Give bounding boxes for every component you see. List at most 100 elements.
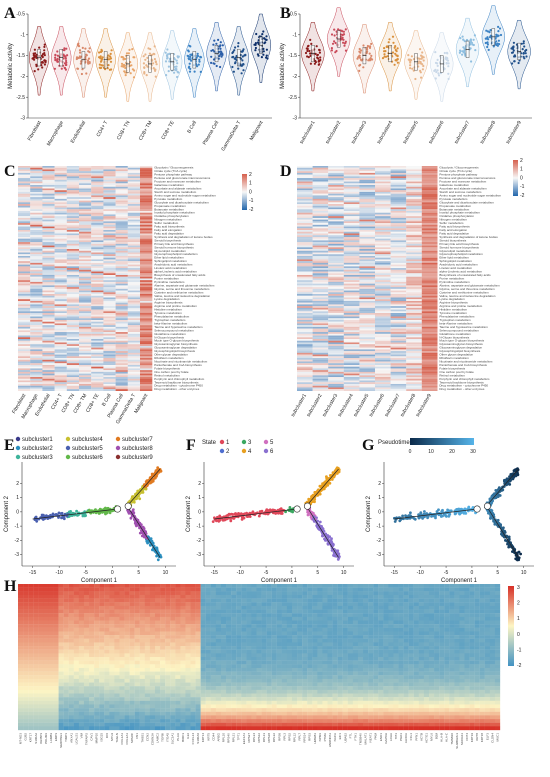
violin-point: [419, 48, 422, 51]
x-tick-label: -5: [83, 570, 88, 576]
heat-cell: [390, 230, 407, 232]
heat-cell: [103, 276, 116, 279]
heat-cell: [390, 290, 407, 293]
heat-cell: [115, 204, 128, 206]
heat-cell: [54, 197, 67, 199]
heat-cell: [54, 254, 67, 257]
violin-point: [87, 57, 91, 60]
heat-cell: [421, 313, 438, 315]
legend-swatch: [115, 436, 121, 442]
heat-cell: [42, 288, 55, 291]
heat-cell: [91, 212, 104, 215]
heat-cell: [54, 188, 67, 191]
heat-cell: [140, 210, 153, 213]
heat-cell: [30, 169, 43, 172]
heat-cell: [297, 271, 313, 274]
heat-cell: [421, 216, 438, 218]
heat-cell: [375, 333, 391, 336]
heat-cell: [406, 209, 422, 212]
heat-cell: [54, 345, 67, 348]
heat-cell: [66, 176, 80, 179]
heat-cell: [54, 370, 67, 372]
heat-cell: [359, 204, 376, 206]
heat-cell: [115, 361, 128, 364]
heat-cell: [343, 385, 360, 388]
heat-cell: [312, 339, 329, 341]
heat-cell: [390, 368, 407, 371]
cell-point: [233, 512, 237, 516]
heat-cell: [79, 228, 92, 231]
heat-cell: [18, 210, 31, 213]
heat-cell: [421, 235, 438, 238]
heat-cell: [30, 333, 43, 336]
heat-cell: [140, 361, 153, 364]
heat-cell: [312, 280, 329, 283]
heat-cell: [359, 316, 376, 319]
violin-point: [525, 55, 528, 58]
heat-cell: [312, 378, 329, 381]
heat-cell: [297, 247, 313, 250]
heat-cell: [103, 288, 116, 291]
heat-cell: [30, 167, 43, 170]
heat-cell: [421, 314, 438, 317]
heat-cell: [312, 373, 329, 376]
heat-cell: [18, 278, 31, 281]
x-tick-label: Endothelial: [70, 120, 88, 144]
heat-cell: [115, 337, 128, 340]
heat-cell: [91, 172, 104, 175]
heat-cell: [66, 373, 80, 376]
heat-cell: [343, 304, 360, 307]
cell-point: [334, 553, 338, 556]
heat-cell: [79, 205, 92, 208]
heat-cell: [297, 259, 313, 262]
row-label: Galactose metabolism: [439, 183, 469, 187]
heat-cell: [390, 307, 407, 310]
heat-cell: [91, 167, 104, 170]
heat-cell: [91, 361, 104, 364]
violin-point: [242, 48, 245, 51]
heat-cell: [103, 250, 116, 253]
heat-cell: [343, 288, 360, 291]
heat-cell: [343, 347, 360, 350]
heat-cell: [359, 313, 376, 315]
heat-cell: [54, 287, 67, 289]
heat-cell: [18, 389, 31, 391]
cell-point: [325, 483, 329, 486]
violin-point: [522, 42, 525, 45]
heat-cell: [312, 247, 329, 250]
heat-cell: [115, 304, 128, 307]
heat-cell: [297, 210, 313, 213]
heat-cell: [390, 382, 407, 385]
heat-cell: [18, 352, 31, 355]
heat-cell: [115, 228, 128, 231]
heat-cell: [140, 332, 153, 334]
x-tick-label: Fibroblast: [27, 119, 43, 142]
heat-cell: [390, 335, 407, 338]
heat-cell: [421, 354, 438, 357]
heat-cell: [406, 377, 422, 379]
x-tick-label: -15: [211, 570, 218, 576]
heat-cell: [297, 198, 313, 201]
heat-cell: [140, 179, 153, 182]
heat-cell: [343, 202, 360, 205]
heat-cell: [18, 354, 31, 357]
heat-cell: [328, 268, 344, 270]
heat-cell: [42, 183, 55, 186]
heat-cell: [91, 257, 104, 260]
heat-cell: [421, 347, 438, 350]
violin-point: [43, 59, 46, 62]
heat-cell: [328, 257, 344, 260]
heat-cell: [30, 340, 43, 343]
violin-point: [511, 46, 514, 49]
y-tick-label: -2.5: [16, 95, 25, 101]
heat-cell: [54, 238, 67, 241]
heat-cell: [375, 368, 391, 371]
cell-point: [131, 508, 135, 511]
heat-cell: [390, 174, 407, 177]
heat-cell: [115, 335, 128, 338]
heat-cell: [390, 181, 407, 184]
heat-cell: [54, 210, 67, 213]
violin-point: [77, 45, 81, 48]
heat-cell: [115, 377, 128, 379]
heat-cell: [18, 202, 31, 205]
